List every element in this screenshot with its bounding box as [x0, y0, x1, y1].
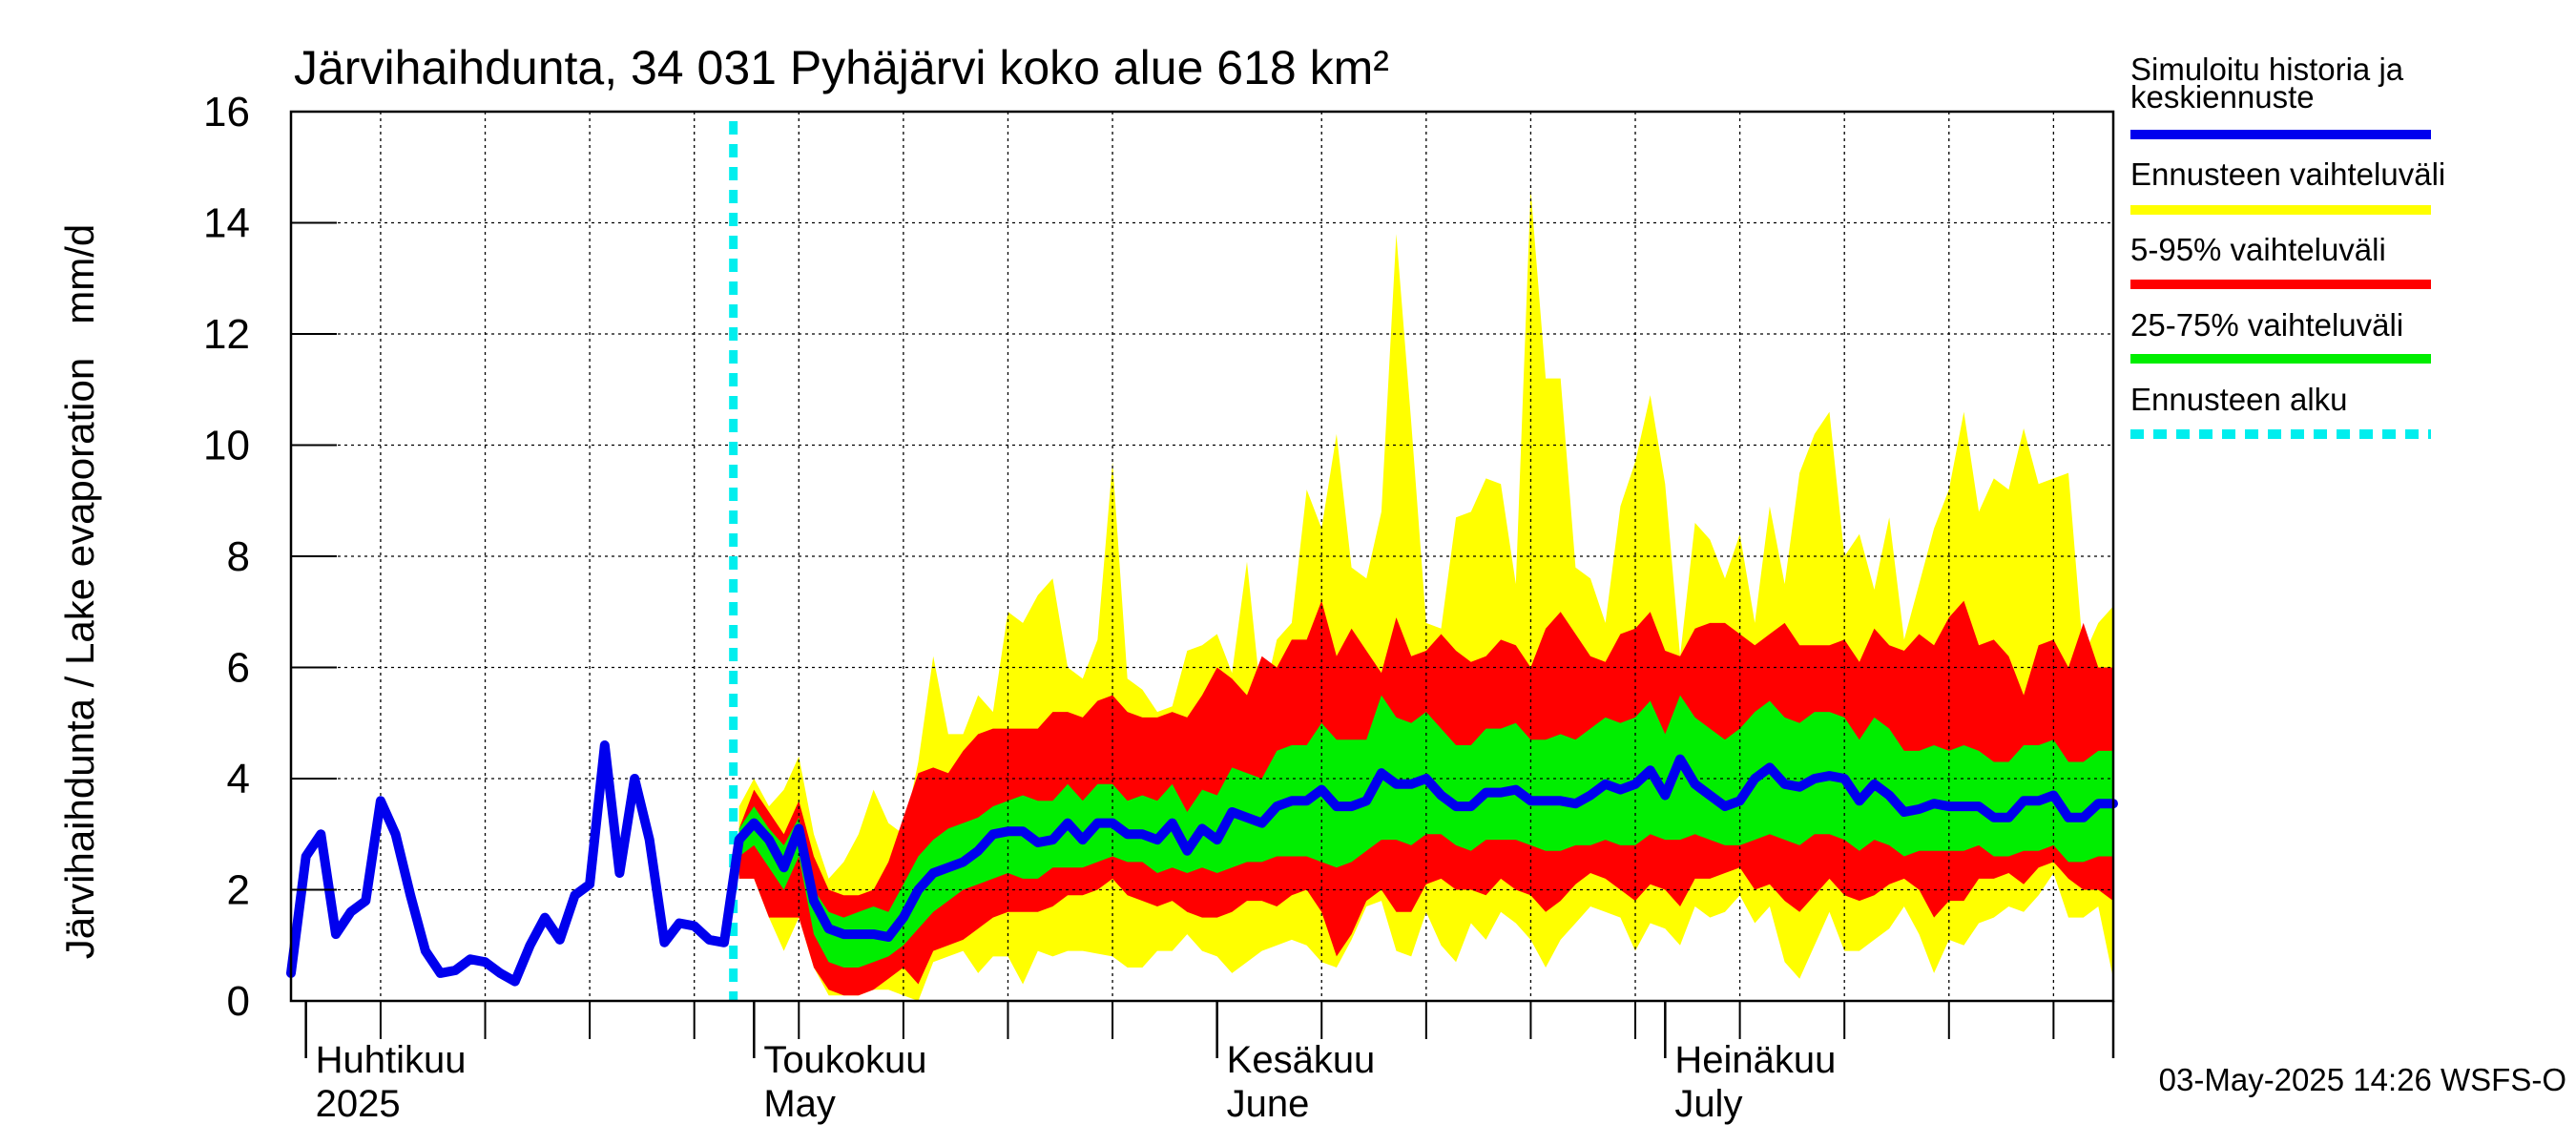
y-tick-label: 2 — [227, 867, 250, 914]
month-label-fi: Toukokuu — [763, 1039, 926, 1081]
y-tick-label: 8 — [227, 533, 250, 580]
legend-label: Ennusteen vaihteluväli — [2130, 156, 2445, 192]
legend-label: 5-95% vaihteluväli — [2130, 232, 2386, 267]
median-line — [286, 740, 2118, 987]
legend-label: 25-75% vaihteluväli — [2130, 307, 2403, 343]
y-tick-label: 14 — [203, 200, 250, 247]
month-label-fi: Kesäkuu — [1227, 1039, 1376, 1081]
legend-label: keskiennuste — [2130, 79, 2315, 114]
legend-label: Ennusteen alku — [2130, 382, 2348, 417]
month-label-en: 2025 — [316, 1083, 401, 1125]
chart-title: Järvihaihdunta, 34 031 Pyhäjärvi koko al… — [294, 41, 1389, 94]
footer-timestamp: 03-May-2025 14:26 WSFS-O — [2159, 1062, 2566, 1097]
y-tick-label: 6 — [227, 645, 250, 692]
month-label-en: May — [763, 1083, 836, 1125]
y-tick-label: 0 — [227, 978, 250, 1025]
y-tick-label: 12 — [203, 311, 250, 358]
month-label-fi: Huhtikuu — [316, 1039, 467, 1081]
series-lines — [286, 121, 2118, 1001]
month-label-fi: Heinäkuu — [1674, 1039, 1836, 1081]
grid-lines — [291, 112, 2113, 1001]
legend-label: Simuloitu historia ja — [2130, 52, 2404, 87]
y-tick-label: 16 — [203, 89, 250, 135]
y-tick-label: 4 — [227, 756, 250, 802]
y-axis-label: Järvihaihdunta / Lake evaporation mm/d — [57, 224, 102, 959]
plot-frame — [289, 110, 2115, 1003]
y-tick-label: 10 — [203, 423, 250, 469]
month-label-en: June — [1227, 1083, 1310, 1125]
month-label-en: July — [1674, 1083, 1742, 1125]
